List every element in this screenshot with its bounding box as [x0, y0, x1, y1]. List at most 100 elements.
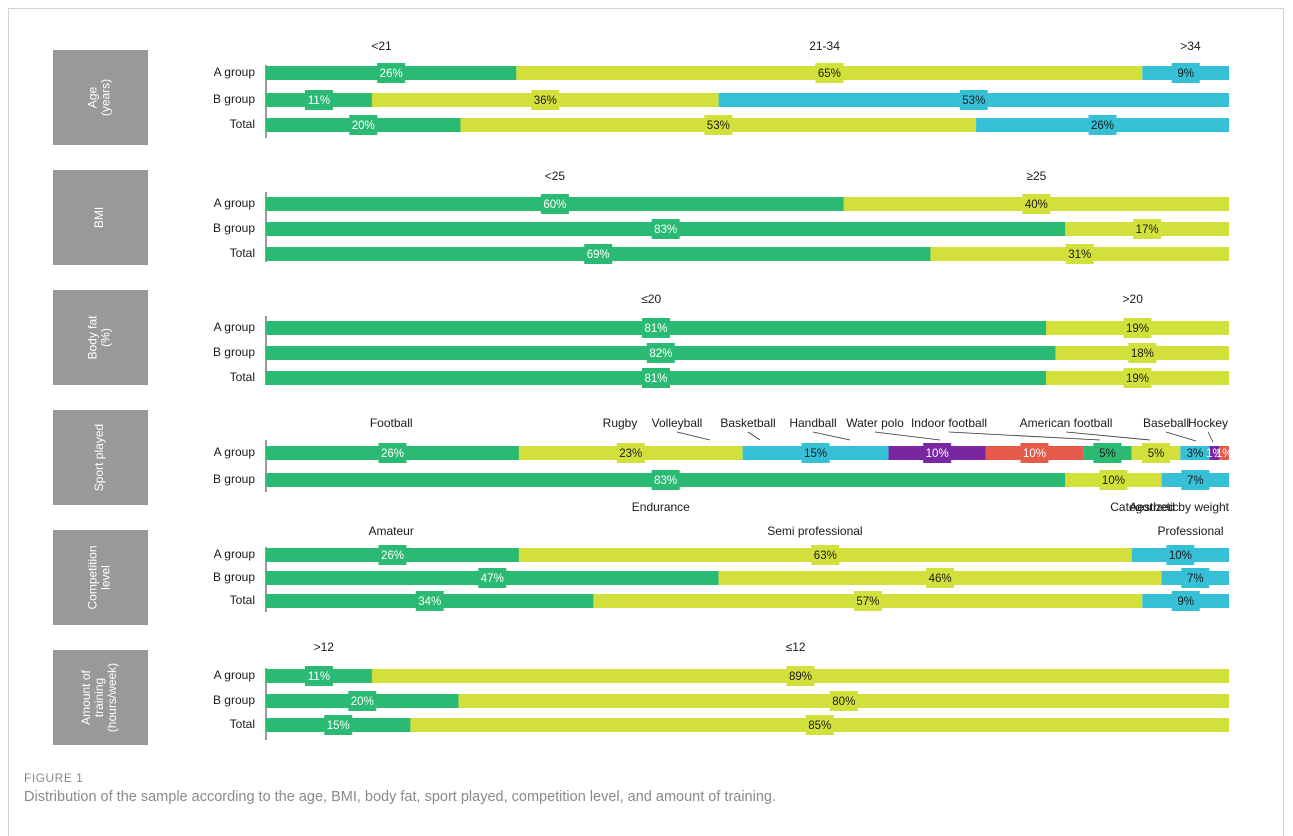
data-label-tab: [801, 443, 830, 463]
data-label: 11%: [308, 671, 330, 683]
series-label: Professional: [1157, 524, 1223, 538]
series-label: >34: [1180, 39, 1201, 53]
data-label: 10%: [1102, 475, 1125, 487]
data-label: 26%: [381, 448, 404, 460]
panel-title-box: [53, 410, 148, 505]
row-label: B group: [213, 221, 255, 235]
data-label: 26%: [380, 68, 403, 80]
data-label-tab: [1022, 194, 1051, 214]
figure-label: FIGURE 1: [24, 771, 84, 785]
series-label: ≤12: [786, 640, 806, 654]
series-label: Indoor football: [911, 416, 987, 430]
data-label-tab: [815, 63, 844, 83]
data-label-tab: [1020, 443, 1049, 463]
data-label-tab: [531, 90, 560, 110]
leader-line: [874, 431, 941, 441]
series-label: Volleyball: [652, 416, 703, 430]
data-label: 23%: [619, 448, 642, 460]
series-label: Football: [370, 416, 413, 430]
data-label-tab: [1133, 219, 1162, 239]
row-label: A group: [214, 547, 256, 561]
leader-line: [1065, 431, 1151, 441]
data-label: 46%: [929, 573, 952, 585]
data-label-tab: [805, 715, 834, 735]
bar-segment: [1219, 446, 1229, 460]
row-label: A group: [214, 668, 256, 682]
data-label: 11%: [308, 95, 330, 107]
series-label: Amateur: [369, 524, 414, 538]
data-label: 82%: [649, 348, 672, 360]
row-label: A group: [214, 445, 256, 459]
data-label: 9%: [1177, 68, 1194, 80]
data-label-tab: [378, 545, 407, 565]
series-label: 21-34: [809, 39, 840, 53]
data-label-tab: [926, 568, 955, 588]
data-label: 10%: [926, 448, 949, 460]
series-label: Baseball: [1143, 416, 1189, 430]
data-label: 26%: [381, 550, 404, 562]
panel-title-box: [53, 650, 148, 745]
data-label-tab: [1128, 343, 1157, 363]
panel-title-text: (hours/week): [105, 663, 119, 732]
data-label: 5%: [1099, 448, 1116, 460]
data-label-tab: [1093, 443, 1122, 463]
data-label-tab: [540, 194, 569, 214]
data-label: 5%: [1148, 448, 1165, 460]
data-label: 69%: [587, 249, 610, 261]
panel-title-text: Sport played: [92, 424, 106, 491]
data-label: 65%: [818, 68, 841, 80]
leader-line: [948, 431, 1101, 441]
data-label: 10%: [1169, 550, 1192, 562]
series-label: Rugby: [603, 416, 638, 430]
data-label: 40%: [1025, 199, 1048, 211]
row-label: B group: [213, 92, 255, 106]
series-label: Basketball: [720, 416, 775, 430]
data-label: 57%: [856, 596, 879, 608]
series-label: American football: [1020, 416, 1113, 430]
data-label-tab: [646, 343, 675, 363]
panel-title-box: [53, 290, 148, 385]
leader-line: [1165, 431, 1197, 442]
data-label-tab: [1166, 545, 1195, 565]
panel-title-text: Body fat: [86, 315, 100, 360]
data-label: 47%: [481, 573, 504, 585]
data-label-tab: [1123, 318, 1152, 338]
series-label: Endurance: [632, 500, 690, 514]
data-label: 20%: [351, 696, 374, 708]
panel-title-text: BMI: [92, 207, 106, 228]
bar-segment: [1180, 446, 1210, 460]
leader-line: [747, 431, 761, 441]
row-label: Total: [230, 246, 255, 260]
data-label-tab: [378, 443, 407, 463]
data-label: 81%: [644, 323, 667, 335]
data-label-tab: [1171, 63, 1200, 83]
series-label: >12: [314, 640, 335, 654]
row-label: B group: [213, 345, 255, 359]
data-label-tab: [651, 219, 680, 239]
data-label-tab: [786, 666, 815, 686]
leader-line: [676, 431, 711, 441]
data-label: 53%: [962, 95, 985, 107]
data-label: 3%: [1187, 448, 1204, 460]
data-label-tab: [415, 591, 444, 611]
data-label: 89%: [789, 671, 812, 683]
panel-title-text: Competition: [86, 545, 100, 609]
series-label: <25: [545, 169, 566, 183]
series-label: Handball: [789, 416, 836, 430]
row-label: A group: [214, 65, 256, 79]
data-label-tab: [349, 115, 378, 135]
series-label: <21: [371, 39, 392, 53]
data-label-tab: [811, 545, 840, 565]
data-label-tab: [1171, 591, 1200, 611]
row-label: Total: [230, 593, 255, 607]
row-label: B group: [213, 693, 255, 707]
row-label: B group: [213, 472, 255, 486]
row-label: Total: [230, 717, 255, 731]
data-label: 1%: [1206, 448, 1223, 460]
panel-title-text: Age: [86, 87, 100, 109]
panel-title-text: training: [92, 678, 106, 717]
data-label: 53%: [707, 120, 730, 132]
data-label: 19%: [1126, 373, 1149, 385]
panel-title-text: level: [99, 565, 113, 590]
